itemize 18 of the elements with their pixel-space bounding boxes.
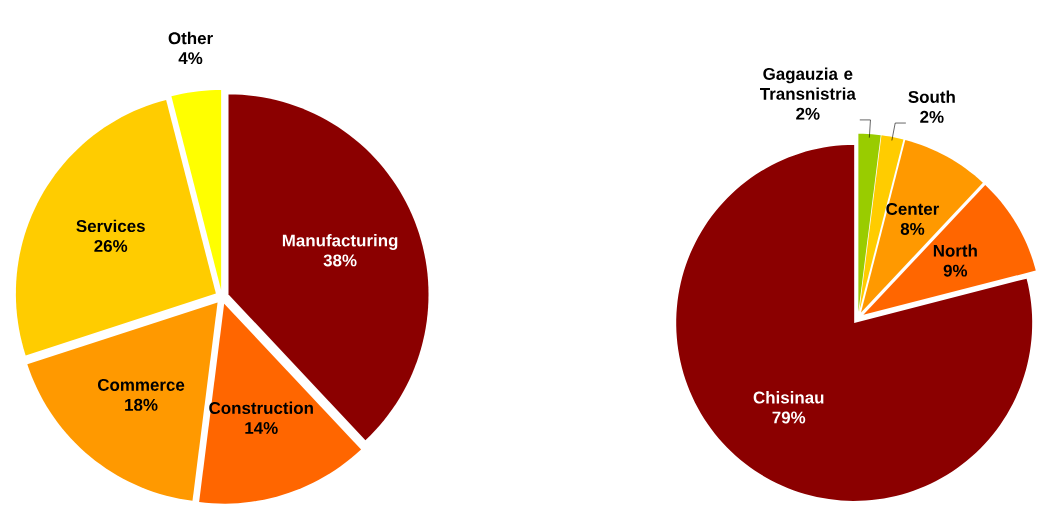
data-label: 18% xyxy=(125,398,158,411)
data-label: 2% xyxy=(796,107,820,120)
data-label: 26% xyxy=(94,239,128,252)
slice-label: Commerce xyxy=(97,378,185,391)
data-label: 38% xyxy=(323,254,357,267)
data-label: 79% xyxy=(772,411,806,424)
data-label: 4% xyxy=(178,52,203,65)
slice-label: Other xyxy=(168,31,213,45)
slice-label: Gagauzia e Transnistria xyxy=(759,67,856,100)
slice-label: Chisinau xyxy=(753,391,824,404)
data-label: 8% xyxy=(900,222,925,235)
slice-label: South xyxy=(908,90,955,103)
slice-label: Manufacturing xyxy=(282,234,398,250)
slice-label: Services xyxy=(76,219,145,233)
slice-label: North xyxy=(933,244,977,257)
data-label: 2% xyxy=(920,110,944,123)
data-label: 14% xyxy=(245,422,278,434)
data-label: 9% xyxy=(943,264,968,277)
